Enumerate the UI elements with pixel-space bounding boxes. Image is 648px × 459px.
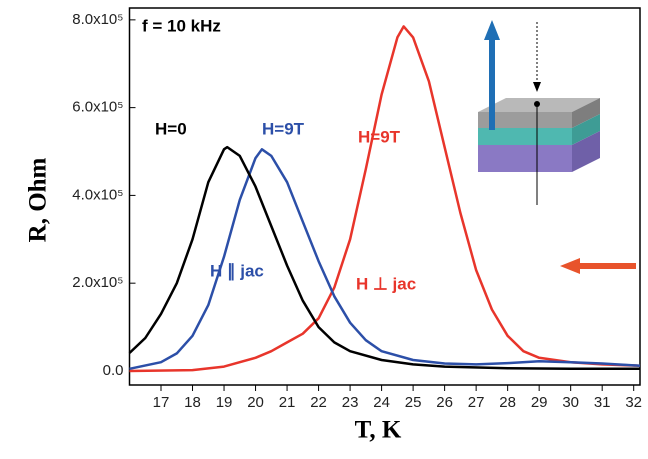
- y-tick-label: 0.0: [103, 362, 124, 379]
- field-arrow-side-head: [560, 258, 580, 274]
- x-tick-label: 30: [562, 394, 579, 411]
- y-tick-label: 4.0x10⁵: [72, 186, 123, 203]
- field-arrow-up-head: [484, 20, 500, 40]
- si-layer: [478, 145, 572, 172]
- plot-frame: [128, 7, 641, 386]
- y-tick-label: 2.0x10⁵: [72, 274, 123, 291]
- inset: [478, 20, 636, 274]
- annotation: H ∥ jac: [210, 261, 264, 280]
- x-tick-label: 29: [531, 394, 548, 411]
- x-tick-label: 25: [405, 394, 422, 411]
- annotation: H=0: [155, 119, 187, 138]
- x-tick-label: 23: [342, 394, 359, 411]
- y-axis-title: R, Ohm: [25, 157, 52, 242]
- x-tick-label: 28: [499, 394, 516, 411]
- x-tick-label: 18: [184, 394, 201, 411]
- x-tick-label: 17: [153, 394, 170, 411]
- x-tick-label: 24: [373, 394, 390, 411]
- fe-side: [572, 98, 600, 128]
- current-head: [533, 82, 541, 92]
- sio2-side: [572, 114, 600, 145]
- x-tick-label: 20: [247, 394, 264, 411]
- x-tick-label: 31: [594, 394, 611, 411]
- annotation: f = 10 kHz: [142, 16, 221, 35]
- x-tick-label: 22: [310, 394, 327, 411]
- series-line: [129, 25, 641, 373]
- x-tick-label: 19: [216, 394, 233, 411]
- annotation: H=9T: [358, 127, 401, 146]
- fe-layer: [478, 112, 572, 128]
- sio2-layer: [478, 128, 572, 145]
- annotation: H ⊥ jac: [356, 274, 416, 293]
- si-side: [572, 131, 600, 172]
- annotation: H=9T: [262, 119, 305, 138]
- x-tick-label: 21: [279, 394, 296, 411]
- x-tick-label: 27: [468, 394, 485, 411]
- series-line: [128, 145, 640, 371]
- series-line: [129, 148, 641, 371]
- x-tick-label: 26: [436, 394, 453, 411]
- y-tick-label: 6.0x10⁵: [72, 99, 123, 116]
- x-tick-label: 32: [625, 394, 642, 411]
- contact: [534, 101, 540, 107]
- x-axis-title: T, K: [355, 417, 402, 444]
- y-tick-label: 8.0x10⁵: [72, 11, 123, 28]
